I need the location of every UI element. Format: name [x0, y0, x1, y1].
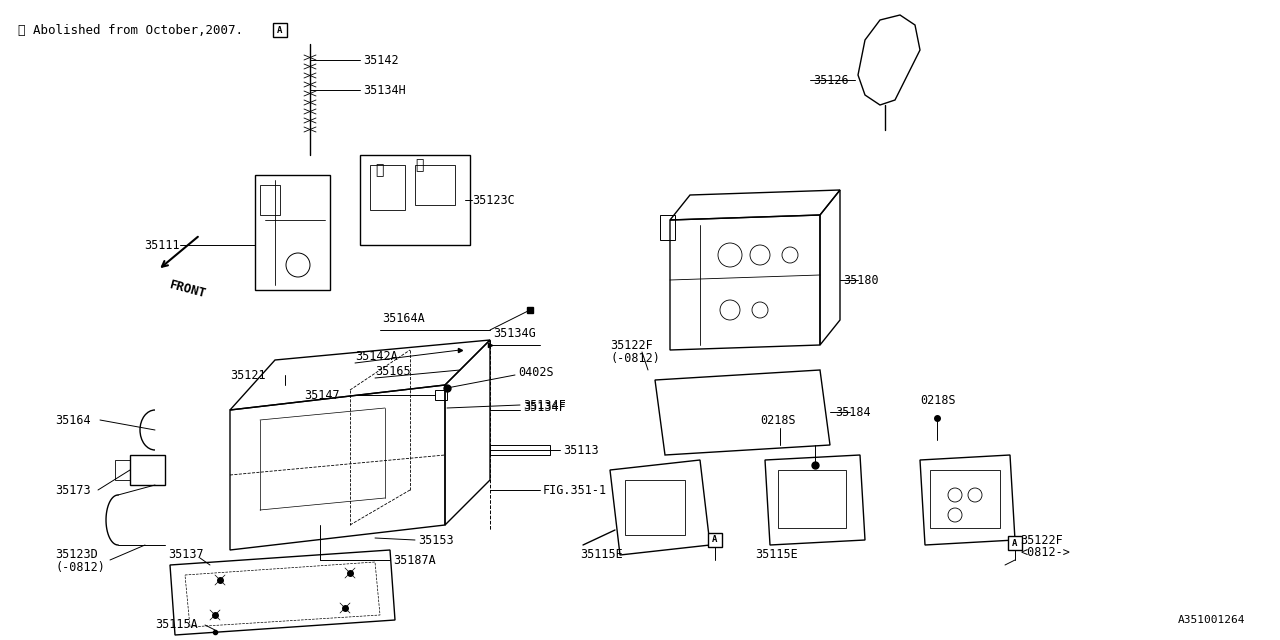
Text: 35134H: 35134H — [364, 83, 406, 97]
Text: <0812->: <0812-> — [1020, 545, 1070, 559]
Text: ※: ※ — [415, 158, 424, 172]
Text: 35153: 35153 — [419, 534, 453, 547]
Bar — [1009, 536, 1021, 550]
Text: 35121: 35121 — [230, 369, 266, 381]
Text: 35180: 35180 — [844, 273, 878, 287]
Text: ※: ※ — [375, 163, 384, 177]
Text: 35111: 35111 — [145, 239, 180, 252]
Bar — [708, 533, 722, 547]
Bar — [273, 23, 287, 37]
Text: 35142: 35142 — [364, 54, 398, 67]
Bar — [260, 185, 280, 215]
Text: 35123D: 35123D — [55, 548, 97, 561]
Bar — [115, 460, 131, 480]
Bar — [490, 445, 550, 455]
Text: 35134F: 35134F — [524, 399, 566, 412]
Text: A: A — [712, 536, 718, 545]
Text: 35173: 35173 — [55, 483, 91, 497]
Text: 35142A: 35142A — [355, 349, 398, 362]
Text: 35115E: 35115E — [580, 548, 623, 561]
Text: 35122F: 35122F — [611, 339, 653, 351]
Bar — [660, 215, 675, 240]
Text: 35147: 35147 — [305, 388, 340, 401]
Bar — [415, 165, 454, 205]
Text: 35187A: 35187A — [393, 554, 435, 566]
Text: A351001264: A351001264 — [1178, 615, 1245, 625]
Text: 35115E: 35115E — [755, 548, 797, 561]
Text: 0218S: 0218S — [920, 394, 956, 406]
Bar — [778, 470, 846, 528]
Text: ※ Abolished from October,2007.: ※ Abolished from October,2007. — [18, 24, 243, 36]
Text: 35115A: 35115A — [155, 618, 197, 632]
Text: A: A — [1012, 538, 1018, 547]
Text: 35165: 35165 — [375, 365, 411, 378]
Text: A: A — [278, 26, 283, 35]
Text: 35134F: 35134F — [524, 401, 566, 413]
Text: 35126: 35126 — [813, 74, 849, 86]
Text: 35134G: 35134G — [493, 326, 536, 339]
Text: FRONT: FRONT — [168, 279, 207, 301]
Text: 35184: 35184 — [835, 406, 870, 419]
Bar — [131, 455, 165, 485]
Text: (-0812): (-0812) — [611, 351, 660, 365]
Bar — [931, 470, 1000, 528]
Text: 35122F: 35122F — [1020, 534, 1062, 547]
Bar — [435, 390, 447, 400]
Text: (-0812): (-0812) — [55, 561, 105, 575]
Bar — [255, 175, 330, 290]
Bar — [360, 155, 470, 245]
Text: FIG.351-1: FIG.351-1 — [543, 483, 607, 497]
Text: 35164A: 35164A — [381, 312, 425, 324]
Bar — [370, 165, 404, 210]
Text: 0402S: 0402S — [518, 365, 554, 378]
Text: 35137: 35137 — [168, 548, 204, 561]
Bar — [625, 480, 685, 535]
Text: 35123C: 35123C — [472, 193, 515, 207]
Text: 35113: 35113 — [563, 444, 599, 456]
Text: 0218S: 0218S — [760, 413, 796, 426]
Text: 35164: 35164 — [55, 413, 91, 426]
